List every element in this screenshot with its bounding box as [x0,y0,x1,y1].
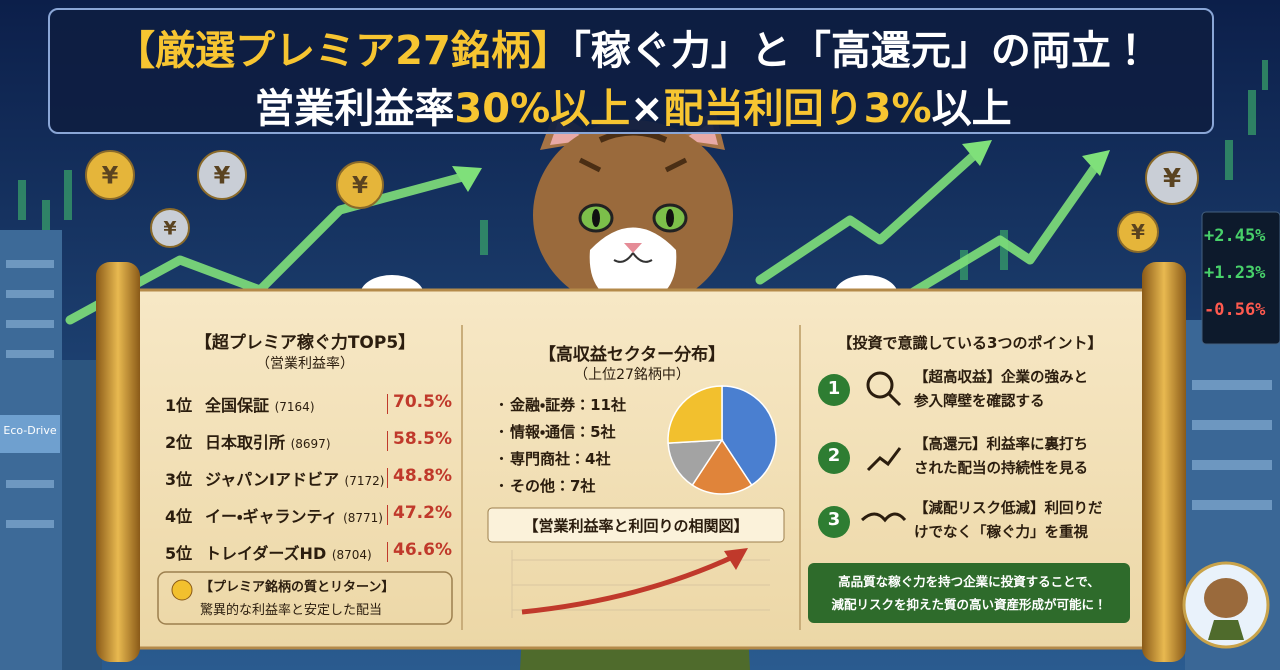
sectors-title: 【高収益セクター分布】 [538,345,726,365]
point-number: 2 [827,445,841,466]
ticker-value: -0.56% [1204,300,1266,320]
point-text: 【超高収益】企業の強みと [914,370,1088,386]
coin [336,161,384,209]
divider [387,431,388,451]
coin-symbol: ¥ [1131,220,1145,244]
coin-symbol: ¥ [214,161,231,189]
avatar [1182,561,1270,649]
rate: 48.8% [393,466,452,486]
rate: 70.5% [393,392,452,412]
ticker-board [1201,211,1280,345]
coin [150,208,190,248]
code: (8771) [343,511,383,525]
rate: 46.6% [393,540,452,560]
note-text: 驚異的な利益率と安定した配当 [200,603,383,618]
stock-name: 日本取引所 (8697) [205,429,331,453]
code: (8697) [290,437,331,451]
rank: 5位 [165,544,193,563]
sectors-subtitle: （上位27銘柄中） [574,367,690,383]
rank: 3位 [165,470,193,489]
coins: ¥ ¥ ¥ ¥ ¥ ¥ [85,150,1199,253]
divider [387,394,388,414]
pie-slice [667,439,724,487]
coin-symbol: ¥ [163,218,176,240]
chart-caption: 【営業利益率と利回りの相関図】 [523,517,749,535]
points-title: 【投資で意識している3つのポイント】 [837,334,1103,352]
title-line-1: 【厳選プレミア27銘柄】「稼ぐ力」と「高還元」の両立！ [50,18,1216,76]
title-line-2: 営業利益率30%以上×配当利回り3%以上 [50,76,1216,134]
ticker-value: +2.45% [1204,226,1266,246]
sector-bullet: ・ [494,396,510,414]
stock-name: ジャパンIアドビア (7172) [205,466,384,490]
point-text: けでなく「稼ぐ力」を重視 [914,525,1088,541]
title-banner: 【厳選プレミア27銘柄】「稼ぐ力」と「高還元」の両立！ 営業利益率30%以上×配… [48,8,1214,134]
sector-bullet: ・ [494,477,510,495]
rank: 2位 [165,433,193,452]
stock-name: 全国保証 (7164) [205,392,315,416]
top5-subtitle: （営業利益率） [256,356,354,372]
coin-symbol: ¥ [352,173,368,199]
sector-label: 専門商社：4社 [510,450,611,468]
footer-line: 減配リスクを抑えた質の高い資産形成が可能に！ [831,597,1107,612]
title-part: 配当利回り3% [663,86,932,132]
stock-name: イー・ギャランティ (8771) [205,503,383,527]
note-title: 【プレミア銘柄の質とリターン】 [200,580,395,595]
rank: 4位 [165,507,193,526]
sector-label: 金融・証券：11社 [510,396,626,414]
pie-slice [667,385,723,444]
point-number: 1 [827,378,841,399]
point-number: 3 [827,509,841,530]
divider [387,542,388,562]
code: (7164) [274,400,315,414]
title-part: × [630,86,664,132]
sector-bullet: ・ [494,423,510,441]
sign: Eco-Drive [3,424,57,437]
divider [387,505,388,525]
title-part: 以上 [931,86,1012,132]
rate: 47.2% [393,503,452,523]
pie-slice [691,438,753,495]
ticker-value: +1.23% [1204,263,1266,283]
points-footer: 高品質な稼ぐ力を持つ企業に投資することで、 減配リスクを抑えた質の高い資産形成が… [808,570,1130,616]
title-part: 営業利益率 [254,86,455,132]
buildings [0,230,1280,670]
coin [1117,211,1159,253]
coin-symbol: ¥ [1163,164,1181,194]
rank: 1位 [165,396,193,415]
pie-chart [667,385,777,495]
scroll [96,262,1186,662]
arrow-heads [452,140,1110,192]
name: イー・ギャランティ [205,507,338,526]
coin [1145,151,1199,205]
sector-label: その他：7社 [510,477,596,495]
rate: 58.5% [393,429,452,449]
title-part: 30%以上 [454,86,631,132]
title-part: 「稼ぐ力」と「高還元」の両立！ [570,28,1151,74]
code: (7172) [344,474,385,488]
divider [387,468,388,488]
point-text: 参入障壁を確認する [914,394,1045,410]
coin [197,150,247,200]
top5-title: 【超プレミア稼ぐ力TOP5】 [194,333,416,353]
title-part: 【厳選プレミア27銘柄】 [115,28,571,74]
sector-bullet: ・ [494,450,510,468]
code: (8704) [331,548,372,562]
name: トレイダーズHD [205,544,327,563]
name: ジャパンIアドビア [205,470,339,489]
point-text: 【減配リスク低減】利回りだ [914,501,1103,517]
coin [85,150,135,200]
sector-label: 情報・通信：5社 [510,423,616,441]
footer-line: 高品質な稼ぐ力を持つ企業に投資することで、 [838,574,1100,589]
stock-name: トレイダーズHD (8704) [205,540,372,564]
coin-symbol: ¥ [102,161,119,189]
point-text: された配当の持続性を見る [914,461,1088,477]
name: 日本取引所 [205,433,286,452]
point-text: 【高還元】利益率に裏打ち [914,437,1088,453]
name: 全国保証 [205,396,270,415]
